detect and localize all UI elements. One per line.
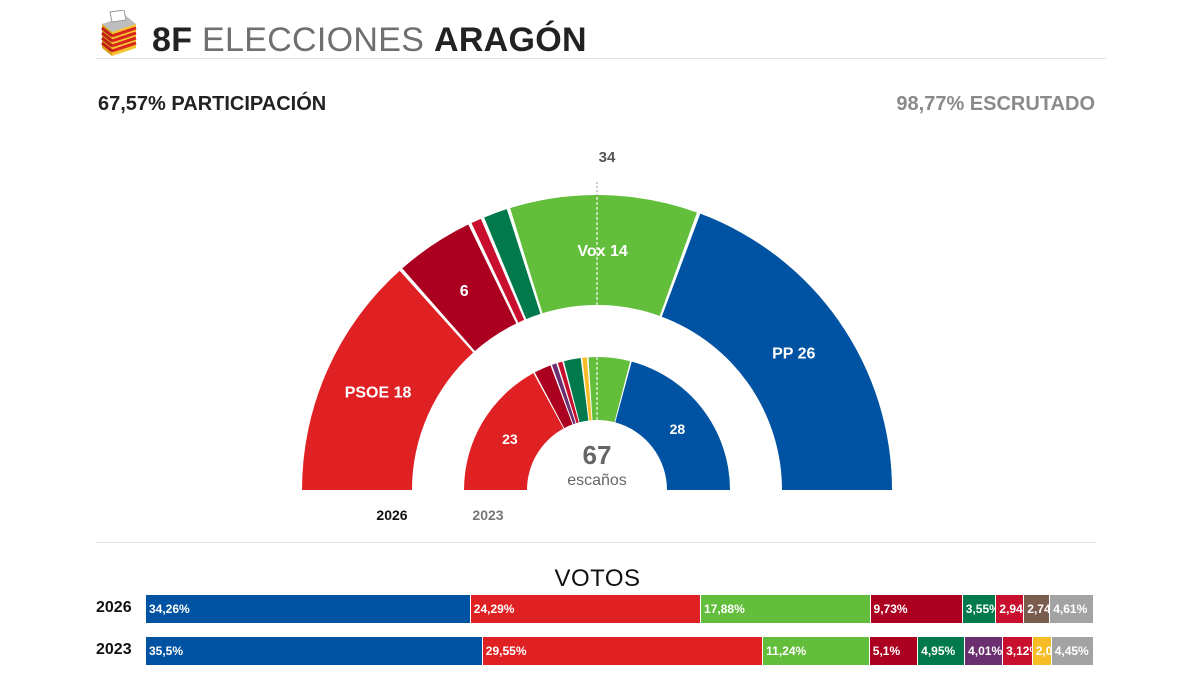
- votes-row-2026: 2026 34,26% 24,29% 17,88% 9,73% 3,55%2,94% 2,…: [96, 595, 1096, 623]
- vote-bar-segment[interactable]: 24,29%: [470, 595, 702, 623]
- votes-bar-track: 35,5% 29,55% 11,24% 5,1% 4,95% 4,01%3,12%2,0%…: [146, 637, 1094, 665]
- seat-arc-2023-pp[interactable]: [615, 361, 730, 490]
- seats-chart: PSOE 18 6 Vox 14 PP 26 23 28 34 67 escaños 2026 20…: [302, 149, 892, 523]
- page-title: 8F ELECCIONES ARAGÓN: [152, 20, 587, 60]
- vote-bar-label: 24,29%: [473, 602, 515, 616]
- vote-bar-segment[interactable]: 2,74%: [1024, 595, 1051, 623]
- title-bold-prefix: 8F: [152, 21, 193, 59]
- vote-bar-segment[interactable]: 5,1%: [869, 637, 919, 665]
- vote-bar-segment[interactable]: 2,0%: [1032, 637, 1052, 665]
- vote-bar-segment[interactable]: 17,88%: [701, 595, 871, 623]
- total-seats-value: 67: [583, 440, 612, 470]
- vote-bar-label: 29,55%: [485, 644, 527, 658]
- seat-arc-2023-par[interactable]: [582, 357, 592, 421]
- vote-bar-segment[interactable]: 35,5%: [146, 637, 483, 665]
- participation-stat: 67,57% PARTICIPACIÓN: [98, 93, 327, 115]
- seat-arc-2023-vox[interactable]: [588, 357, 631, 423]
- vote-bar-segment[interactable]: 3,55%: [962, 595, 997, 623]
- ring-year-label-outer: 2026: [376, 507, 407, 523]
- seat-arc-2026-pp[interactable]: [661, 213, 892, 490]
- seat-label-2026: PP 26: [772, 346, 815, 363]
- seat-arc-2026-psoe[interactable]: [302, 270, 474, 490]
- vote-bar-label: 17,88%: [704, 602, 745, 616]
- vote-bar-label: 34,26%: [149, 602, 190, 616]
- section-divider: [96, 542, 1096, 543]
- votes-row-year: 2026: [96, 599, 132, 616]
- vote-bar-label: 35,5%: [149, 644, 184, 658]
- vote-bar-label: 4,95%: [921, 644, 956, 658]
- seat-arc-2026-cha[interactable]: [402, 224, 517, 352]
- vote-bar-segment[interactable]: 4,45%: [1051, 637, 1094, 665]
- vote-bar-segment[interactable]: 11,24%: [763, 637, 870, 665]
- votes-row-year: 2023: [96, 641, 132, 658]
- header-divider: [96, 58, 1106, 59]
- vote-bar-segment[interactable]: 3,12%: [1003, 637, 1033, 665]
- title-bold-region: ARAGÓN: [433, 21, 587, 59]
- seat-arc-2023-teruel-existe[interactable]: [563, 358, 589, 423]
- total-seats-label: escaños: [567, 472, 627, 489]
- seat-label-2023: 28: [670, 421, 686, 437]
- title-light: ELECCIONES: [202, 21, 425, 59]
- vote-bar-label: 3,12%: [1006, 644, 1032, 658]
- aragon-flag-ballot-icon: [101, 10, 137, 56]
- votes-bar-track: 34,26% 24,29% 17,88% 9,73% 3,55%2,94% 2,74%4,…: [146, 595, 1094, 623]
- vote-bar-label: 3,55%: [965, 602, 997, 616]
- vote-bar-segment[interactable]: 34,26%: [146, 595, 471, 623]
- vote-bar-segment[interactable]: 4,61%: [1050, 595, 1094, 623]
- vote-bar-segment[interactable]: 2,94%: [996, 595, 1025, 623]
- vote-bar-label: 9,73%: [873, 602, 908, 616]
- seat-label-2023: 23: [502, 431, 518, 447]
- seat-label-2026: PSOE 18: [345, 385, 412, 402]
- seat-label-2026: 6: [460, 283, 469, 300]
- seat-arc-2026-vox[interactable]: [510, 195, 697, 316]
- vote-bar-segment[interactable]: 4,95%: [918, 637, 966, 665]
- votes-row-2023: 2023 35,5% 29,55% 11,24% 5,1% 4,95% 4,01% 3,12…: [96, 637, 1096, 665]
- seat-arc-2023-podemos[interactable]: [551, 363, 576, 425]
- vote-bar-segment[interactable]: 4,01%: [965, 637, 1004, 665]
- seat-label-2026: Vox 14: [577, 243, 628, 260]
- seat-arc-2023-cha[interactable]: [534, 365, 573, 429]
- vote-bar-label: 2,74%: [1027, 602, 1051, 616]
- vote-bar-segment[interactable]: 29,55%: [482, 637, 764, 665]
- seat-arc-2026-iu[interactable]: [471, 218, 525, 323]
- vote-bar-label: 4,61%: [1053, 602, 1088, 616]
- seat-arc-2023-iu[interactable]: [557, 361, 579, 424]
- seat-arc-2026-teruel-existe[interactable]: [484, 209, 541, 320]
- vote-bar-segment[interactable]: 9,73%: [870, 595, 963, 623]
- seat-arc-2023-psoe[interactable]: [464, 373, 564, 490]
- majority-label: 34: [599, 149, 616, 166]
- page-header: 8F ELECCIONES ARAGÓN: [96, 10, 1106, 60]
- vote-bar-label: 4,01%: [968, 644, 1003, 658]
- ring-year-label-inner: 2023: [472, 507, 503, 523]
- vote-bar-label: 2,0%: [1035, 644, 1051, 658]
- vote-bar-label: 2,94%: [999, 602, 1023, 616]
- vote-bar-label: 5,1%: [872, 644, 901, 658]
- votes-title: VOTOS: [554, 565, 641, 592]
- scrutiny-stat: 98,77% ESCRUTADO: [896, 93, 1095, 115]
- vote-bar-label: 11,24%: [766, 644, 807, 658]
- vote-bar-label: 4,45%: [1054, 644, 1089, 658]
